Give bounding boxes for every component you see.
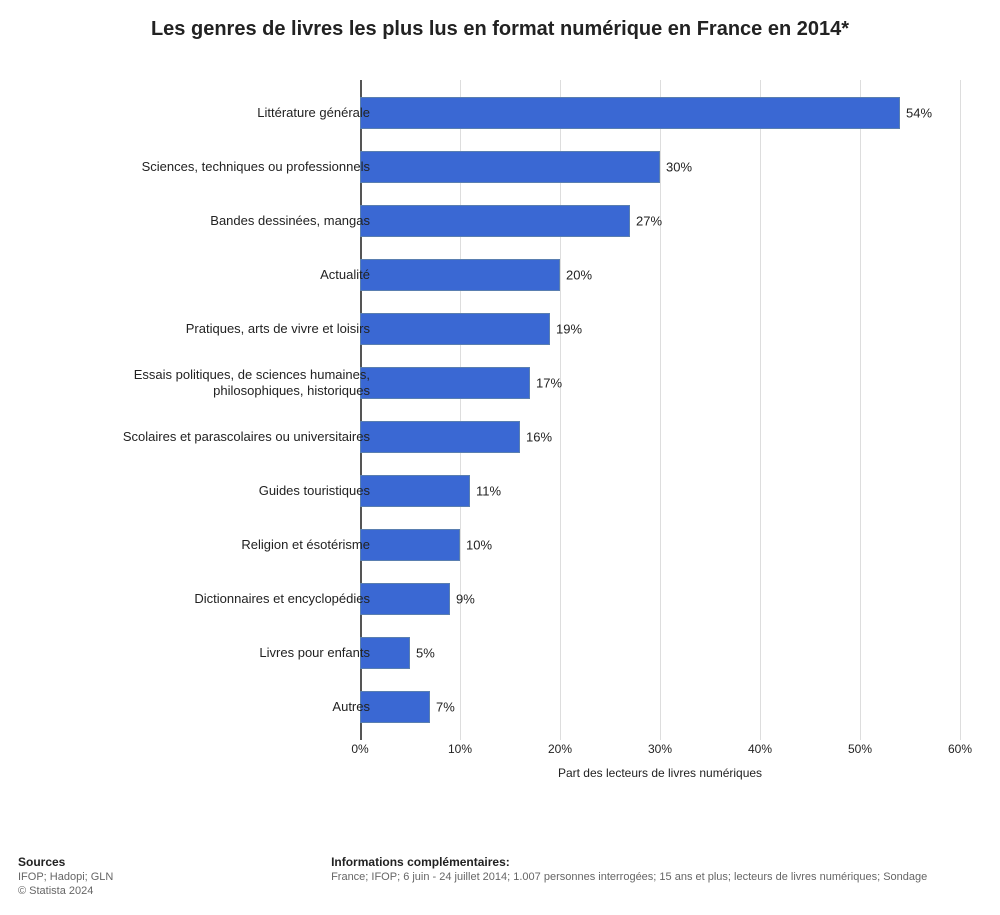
bar-row: 19% xyxy=(360,313,960,345)
bar-row: 11% xyxy=(360,475,960,507)
bar-row: 30% xyxy=(360,151,960,183)
bar-value-label: 9% xyxy=(450,592,475,607)
bar xyxy=(360,151,660,183)
bar-row: 10% xyxy=(360,529,960,561)
bar xyxy=(360,583,450,615)
x-tick-label: 50% xyxy=(848,742,872,756)
sources-line-2: © Statista 2024 xyxy=(18,885,318,897)
bar-row: 7% xyxy=(360,691,960,723)
bar-value-label: 27% xyxy=(630,214,662,229)
bar xyxy=(360,475,470,507)
bar-value-label: 17% xyxy=(530,376,562,391)
plot-area: 54% 30% 27% 20% 19% 17% 16% 11% 10% 9% 5% 7% xyxy=(360,80,960,740)
bar-value-label: 11% xyxy=(470,484,501,499)
category-label: Religion et ésotérisme xyxy=(80,537,370,553)
category-label: Guides touristiques xyxy=(80,483,370,499)
category-label: Littérature générale xyxy=(80,105,370,121)
x-tick-label: 40% xyxy=(748,742,772,756)
bar-value-label: 30% xyxy=(660,160,692,175)
sources-line-1: IFOP; Hadopi; GLN xyxy=(18,871,318,883)
category-label: Sciences, techniques ou professionnels xyxy=(80,159,370,175)
bar xyxy=(360,313,550,345)
x-tick-label: 0% xyxy=(351,742,368,756)
bar xyxy=(360,97,900,129)
x-tick-label: 10% xyxy=(448,742,472,756)
bar-value-label: 7% xyxy=(430,700,455,715)
bar-row: 27% xyxy=(360,205,960,237)
sources-block: Sources IFOP; Hadopi; GLN © Statista 202… xyxy=(18,855,318,897)
bar xyxy=(360,691,430,723)
bar-row: 20% xyxy=(360,259,960,291)
x-axis-title: Part des lecteurs de livres numériques xyxy=(360,766,960,780)
bar-row: 17% xyxy=(360,367,960,399)
bar-value-label: 5% xyxy=(410,646,435,661)
bar xyxy=(360,259,560,291)
bar xyxy=(360,529,460,561)
chart-title: Les genres de livres les plus lus en for… xyxy=(0,0,1000,51)
bar-value-label: 16% xyxy=(520,430,552,445)
gridline xyxy=(960,80,961,740)
bar-row: 54% xyxy=(360,97,960,129)
category-label: Pratiques, arts de vivre et loisirs xyxy=(80,321,370,337)
bar-row: 9% xyxy=(360,583,960,615)
bar xyxy=(360,421,520,453)
bar-row: 5% xyxy=(360,637,960,669)
category-label: Autres xyxy=(80,699,370,715)
category-label: Scolaires et parascolaires ou universita… xyxy=(80,429,370,445)
bar-row: 16% xyxy=(360,421,960,453)
bar xyxy=(360,367,530,399)
x-tick-label: 20% xyxy=(548,742,572,756)
bar-value-label: 19% xyxy=(550,322,582,337)
category-label: Actualité xyxy=(80,267,370,283)
chart-footer: Sources IFOP; Hadopi; GLN © Statista 202… xyxy=(18,855,1000,897)
category-label: Dictionnaires et encyclopédies xyxy=(80,591,370,607)
info-block: Informations complémentaires: France; IF… xyxy=(331,855,981,883)
category-label: Livres pour enfants xyxy=(80,645,370,661)
x-tick-label: 30% xyxy=(648,742,672,756)
category-label: Essais politiques, de sciences humaines,… xyxy=(80,367,370,400)
info-title: Informations complémentaires: xyxy=(331,855,510,869)
category-label: Bandes dessinées, mangas xyxy=(80,213,370,229)
bar-value-label: 10% xyxy=(460,538,492,553)
bar xyxy=(360,205,630,237)
x-tick-label: 60% xyxy=(948,742,972,756)
bar-value-label: 54% xyxy=(900,106,932,121)
chart-area: 54% 30% 27% 20% 19% 17% 16% 11% 10% 9% 5% 7% Part d… xyxy=(60,70,980,790)
bar-value-label: 20% xyxy=(560,268,592,283)
sources-title: Sources xyxy=(18,855,65,869)
info-line: France; IFOP; 6 juin - 24 juillet 2014; … xyxy=(331,871,981,883)
